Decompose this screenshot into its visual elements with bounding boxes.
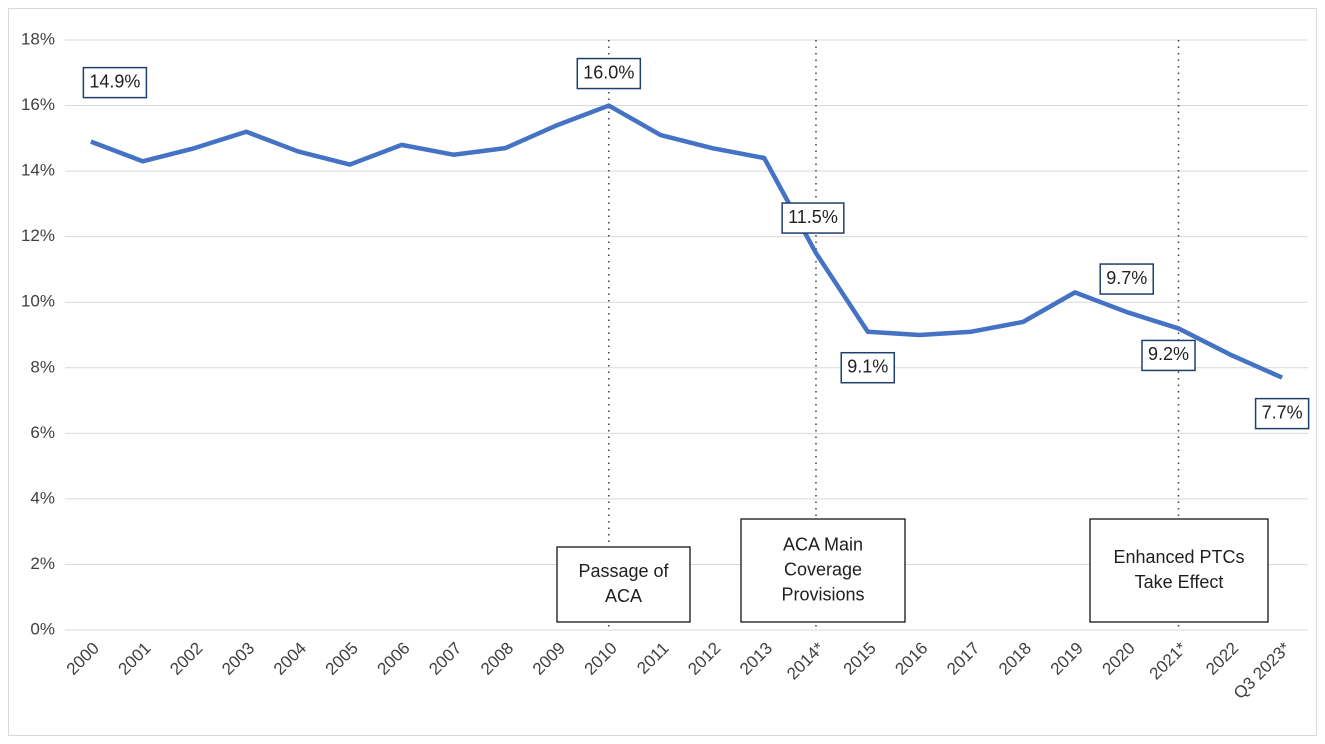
value-label-box	[576, 57, 642, 90]
annotation-text: Take Effect	[1135, 572, 1224, 592]
annotation-text: Provisions	[781, 584, 864, 604]
annotation-text: Coverage	[784, 559, 862, 579]
annotation-box	[556, 546, 691, 623]
value-label-box	[781, 202, 845, 234]
annotation-text: Passage of	[578, 561, 669, 581]
annotation-text: Enhanced PTCs	[1113, 547, 1244, 567]
value-label: 9.1%	[847, 356, 888, 376]
value-label: 11.5%	[788, 207, 838, 227]
y-tick-label: 2%	[30, 554, 55, 573]
y-tick-label: 0%	[30, 619, 55, 638]
annotation-box	[1089, 518, 1269, 623]
value-label-box	[840, 351, 896, 384]
value-label-box	[82, 66, 148, 99]
value-label: 7.7%	[1262, 402, 1303, 422]
annotation-text: ACA	[605, 586, 642, 606]
value-label: 9.7%	[1106, 268, 1147, 288]
value-label: 9.2%	[1148, 344, 1189, 364]
y-tick-label: 6%	[30, 423, 55, 442]
y-tick-label: 16%	[21, 95, 55, 114]
y-tick-label: 8%	[30, 357, 55, 376]
value-label: 16.0%	[583, 62, 634, 82]
value-label-box	[1099, 263, 1154, 295]
y-tick-label: 4%	[30, 488, 55, 507]
value-label: 14.9%	[89, 71, 140, 91]
value-label-box	[1254, 397, 1310, 430]
y-tick-label: 14%	[21, 161, 55, 180]
y-tick-label: 18%	[21, 29, 55, 48]
annotation-box	[740, 518, 906, 623]
value-label-box	[1141, 339, 1196, 372]
y-tick-label: 10%	[21, 292, 55, 311]
annotation-text: ACA Main	[783, 534, 863, 554]
y-tick-label: 12%	[21, 226, 55, 245]
chart-border	[8, 8, 1317, 736]
data-line	[90, 103, 1284, 380]
